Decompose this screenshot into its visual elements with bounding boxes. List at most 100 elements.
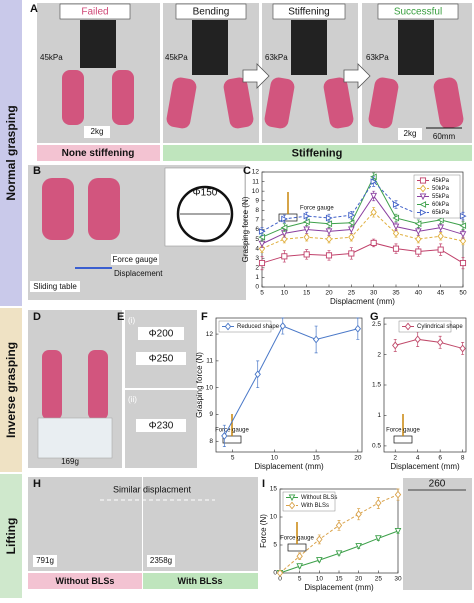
marker <box>258 228 266 235</box>
marker <box>296 552 303 561</box>
photo-label: Sliding table <box>33 282 77 291</box>
photo-label: Successful <box>394 7 442 18</box>
marker <box>392 201 400 208</box>
marker <box>258 233 266 241</box>
x-tick-label: 10 <box>281 290 289 297</box>
x-tick-label: 10 <box>271 455 279 462</box>
panel-label: H <box>33 478 41 490</box>
marker <box>312 335 320 344</box>
panel-label: E <box>117 311 124 323</box>
gauge-illustration <box>287 543 307 552</box>
label-box <box>175 3 247 20</box>
legend-marker <box>288 501 296 510</box>
x-tick-label: 15 <box>335 576 343 583</box>
marker <box>437 216 444 224</box>
x-axis-label: Displacement (mm) <box>254 462 324 471</box>
marker <box>392 245 400 252</box>
x-axis-label: Displacement (mm) <box>304 583 374 592</box>
legend-marker <box>288 494 296 502</box>
marker <box>221 432 228 440</box>
marker <box>414 220 422 228</box>
marker <box>316 535 323 544</box>
x-tick-label: 25 <box>348 290 356 297</box>
marker <box>370 208 377 217</box>
y-tick-label: 11 <box>252 178 259 185</box>
y-axis-label: Grasping force (N) <box>241 196 250 262</box>
marker <box>459 231 467 238</box>
photo-label: Similar displacment <box>113 484 192 494</box>
y-tick-label: 1 <box>377 412 381 419</box>
x-tick-label: 15 <box>303 290 311 297</box>
y-tick-label: 8 <box>209 438 213 445</box>
dimension-label: 260 <box>429 479 446 490</box>
marker <box>279 322 286 330</box>
photo-label: Failed <box>81 7 108 18</box>
legend-marker <box>419 177 427 184</box>
marker <box>281 253 288 260</box>
section-label: Normal grasping <box>4 105 18 200</box>
x-tick-label: 40 <box>415 290 423 297</box>
x-tick-label: 50 <box>459 290 467 297</box>
marker <box>415 228 422 236</box>
marker <box>335 521 343 530</box>
dimension-label: Φ230 <box>149 421 174 432</box>
marker <box>347 219 355 227</box>
marker <box>370 239 377 246</box>
dimension-label: Φ250 <box>149 354 174 365</box>
marker <box>375 535 382 542</box>
marker <box>355 543 362 550</box>
marker <box>436 338 444 347</box>
caption: None stiffening <box>62 148 135 159</box>
label-box <box>59 3 131 20</box>
marker <box>354 324 362 333</box>
pressure-label: 45kPa <box>165 53 188 62</box>
scale-label: 60mm <box>433 132 456 141</box>
photo-label: Force gauge <box>113 255 158 264</box>
marker <box>325 235 333 243</box>
label-box <box>84 126 110 138</box>
inset <box>164 167 246 247</box>
x-axis-label: Displacement (mm) <box>390 462 460 471</box>
marker <box>348 250 355 257</box>
y-tick-label: 1 <box>255 274 259 281</box>
marker <box>394 527 402 535</box>
pressure-label: 45kPa <box>40 53 63 62</box>
y-tick-label: 12 <box>206 331 214 338</box>
legend-label: Without BLSs <box>301 495 337 501</box>
y-tick-label: 2.5 <box>372 321 381 328</box>
x-tick-label: 4 <box>416 455 420 462</box>
y-axis-label: Grasping force (N) <box>195 352 204 418</box>
legend-label: Cylindrical shape <box>417 324 463 330</box>
series-line <box>261 195 464 245</box>
load-label: 2kg <box>91 127 104 136</box>
chart: Force gauge 5 10 15 20 8 9 10 11 12 Displacement (… <box>195 317 363 471</box>
photo-label: Stiffening <box>288 7 330 18</box>
photo-group <box>37 3 472 143</box>
x-tick-label: 20 <box>354 455 362 462</box>
x-tick-label: 20 <box>355 576 363 583</box>
marker <box>375 499 382 507</box>
y-tick-label: 6 <box>255 226 259 233</box>
marker <box>437 224 444 232</box>
marker <box>392 223 400 231</box>
marker <box>254 370 261 379</box>
marker <box>303 233 310 242</box>
gripper-illustration <box>80 20 434 75</box>
marker <box>414 335 421 344</box>
marker <box>303 251 310 258</box>
series-line <box>261 242 464 264</box>
caption: Without BLSs <box>56 576 115 586</box>
y-tick-label: 3 <box>255 255 259 262</box>
series-line <box>395 338 463 349</box>
marker <box>392 229 400 238</box>
load-label: 169g <box>61 457 79 466</box>
legend-label: 50kPa <box>432 186 450 192</box>
marker <box>459 237 467 245</box>
x-tick-label: 15 <box>312 455 320 462</box>
marker <box>437 246 444 253</box>
x-tick-label: 20 <box>325 290 333 297</box>
marker <box>370 192 377 200</box>
x-tick-label: 0 <box>278 576 282 583</box>
legend-box <box>218 320 272 333</box>
